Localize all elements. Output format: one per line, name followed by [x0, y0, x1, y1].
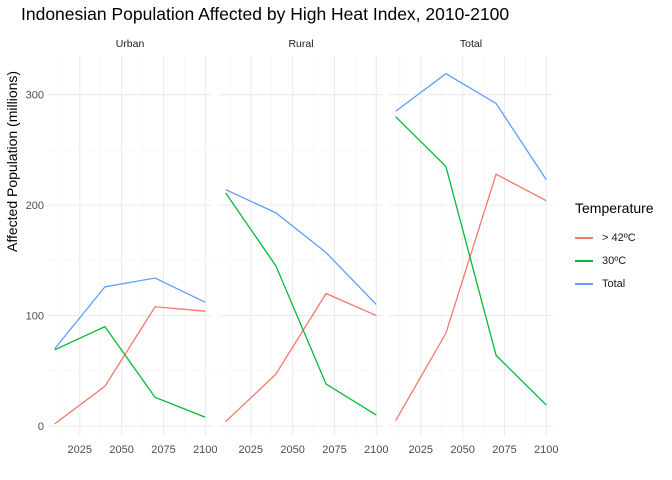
- series-line-30-c: [54, 325, 206, 418]
- panel-urban: Urban 2025 2050 2075 2100: [48, 38, 218, 456]
- series-line-30-c: [395, 116, 547, 406]
- x-tick-label: 2075: [492, 444, 516, 456]
- legend-title: Temperature: [575, 200, 654, 216]
- panel-title-total: Total: [460, 38, 482, 50]
- x-tick-label: 2100: [193, 444, 217, 456]
- legend-label: 30ºC: [602, 254, 627, 267]
- legend-swatch: [575, 282, 593, 285]
- panel-total: Total 2025 2050 2075 2100: [389, 38, 559, 456]
- legend-item-42-c: > 42ºC: [575, 226, 654, 249]
- panel-title-urban: Urban: [116, 38, 145, 50]
- x-tick-label: 2075: [322, 444, 346, 456]
- x-tick-label: 2050: [450, 444, 474, 456]
- y-tick-label: 200: [26, 200, 44, 212]
- series-line-42-c: [54, 306, 206, 425]
- x-tick-label: 2025: [409, 444, 433, 456]
- y-tick-label: 100: [26, 311, 44, 323]
- x-tick-label: 2100: [534, 444, 558, 456]
- x-tick-label: 2075: [151, 444, 175, 456]
- series-line-42-c: [395, 173, 547, 421]
- series-line-total: [225, 189, 377, 306]
- y-tick-label: 300: [26, 90, 44, 102]
- x-tick-label: 2050: [109, 444, 133, 456]
- series-line-total: [54, 277, 206, 350]
- series-line-30-c: [225, 192, 377, 416]
- x-tick-label: 2100: [364, 444, 388, 456]
- legend-item-30-c: 30ºC: [575, 249, 654, 272]
- panel-rural: Rural 2025 2050 2075 2100: [219, 38, 389, 456]
- x-tick-label: 2025: [68, 444, 92, 456]
- legend-swatch: [575, 236, 593, 239]
- y-tick-label: 0: [38, 421, 44, 433]
- x-tick-label: 2050: [280, 444, 304, 456]
- x-tick-label: 2025: [239, 444, 263, 456]
- legend: Temperature > 42ºC 30ºC Total: [575, 200, 654, 295]
- legend-item-total: Total: [575, 272, 654, 295]
- series-line-total: [395, 72, 547, 181]
- chart-title: Indonesian Population Affected by High H…: [21, 4, 510, 24]
- legend-swatch: [575, 259, 593, 262]
- panel-title-rural: Rural: [288, 38, 313, 50]
- legend-label: Total: [602, 277, 626, 290]
- legend-label: > 42ºC: [602, 231, 636, 244]
- series-line-42-c: [225, 292, 377, 423]
